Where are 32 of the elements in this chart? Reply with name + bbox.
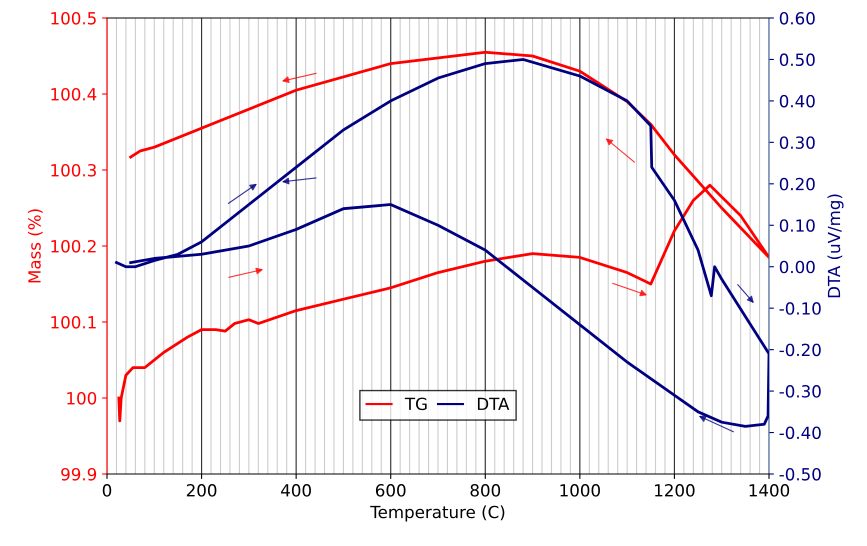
y2-tick-label: -0.30 [780, 385, 821, 398]
x-tick-label: 1000 [560, 484, 600, 497]
y2-tick-label: 0.10 [780, 219, 815, 232]
y2-tick-label: 0.30 [780, 136, 815, 149]
x-tick-label: 0 [102, 484, 112, 497]
y2-tick-label: 0.50 [780, 53, 815, 66]
x-tick-label: 600 [376, 484, 406, 497]
x-axis-title: Temperature (C) [370, 505, 504, 522]
legend-label: TG [404, 398, 427, 410]
y2-tick-label: -0.20 [780, 344, 821, 356]
x-tick-label: 1400 [750, 484, 790, 497]
y-tick-label: 100.3 [51, 164, 96, 177]
y2-tick-label: 0.60 [780, 12, 815, 25]
y-tick-label: 100.4 [51, 88, 96, 101]
y2-tick-label: 0.20 [780, 178, 815, 190]
y-tick-label: 100.1 [51, 316, 96, 329]
x-tick-label: 1200 [655, 484, 695, 497]
legend-label: DTA [478, 398, 510, 410]
y-tick-label: 99.9 [61, 468, 96, 481]
y-tick-label: 100.2 [51, 240, 96, 253]
y-tick-label: 100 [67, 392, 96, 405]
y2-tick-label: -0.10 [780, 302, 821, 315]
x-tick-label: 800 [470, 484, 500, 497]
y2-tick-label: 0.40 [780, 94, 815, 108]
y2-axis-title: DTA (uV/mg) [827, 194, 844, 298]
y-axis-title: Mass (%) [28, 209, 43, 282]
y2-tick-label: 0.00 [780, 260, 815, 274]
x-tick-label: 200 [186, 484, 216, 497]
y2-tick-label: -0.50 [780, 468, 821, 481]
y2-tick-label: -0.40 [780, 426, 821, 440]
y-tick-label: 100.5 [51, 12, 96, 25]
x-tick-label: 400 [281, 484, 311, 497]
